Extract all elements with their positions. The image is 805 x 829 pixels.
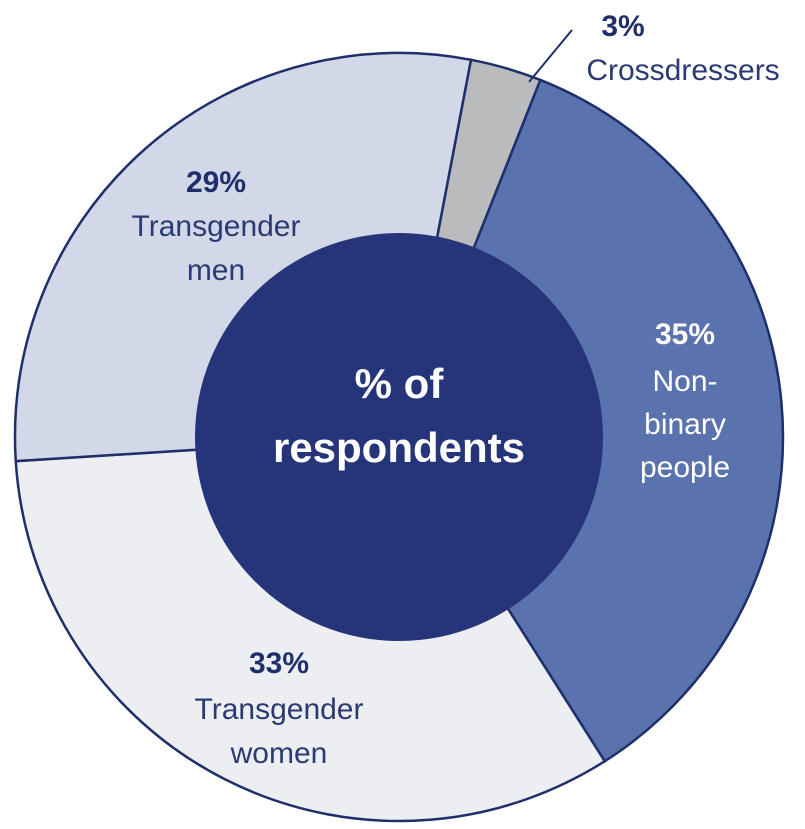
nonbinary-label-line-2: binary xyxy=(644,408,726,441)
trans-men-value: 29% xyxy=(186,166,246,199)
center-circle xyxy=(195,233,603,641)
trans-women-label-line-1: Transgender xyxy=(195,693,364,726)
trans-women-label-line-2: women xyxy=(230,737,328,770)
nonbinary-label-line-3: people xyxy=(640,451,730,484)
trans-men-label-line-2: men xyxy=(187,254,245,287)
crossdressers-value: 3% xyxy=(601,10,644,43)
nonbinary-label-line-1: Non- xyxy=(652,365,717,398)
nonbinary-value: 35% xyxy=(655,318,715,351)
trans-women-value: 33% xyxy=(249,647,309,680)
trans-men-label-line-1: Transgender xyxy=(132,210,301,243)
center-label-line-2: respondents xyxy=(273,424,525,471)
crossdressers-label: Crossdressers xyxy=(586,54,779,87)
crossdressers-leader-line xyxy=(528,29,573,83)
center-label-line-1: % of xyxy=(355,360,445,407)
